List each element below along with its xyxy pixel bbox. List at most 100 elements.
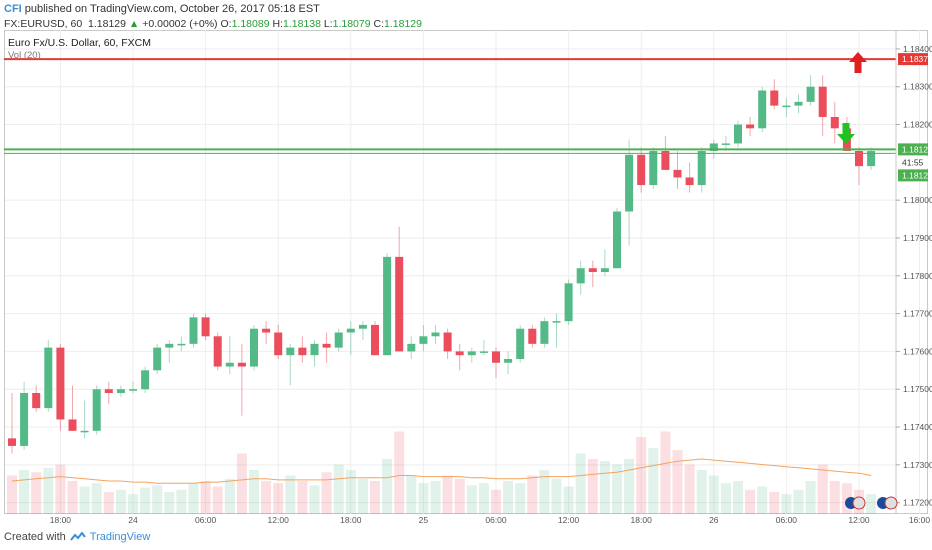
red-up-arrow-icon [849,52,867,73]
candle-body [129,389,137,391]
candle-body [479,351,488,353]
candle-body [407,343,416,352]
candle-body [770,90,779,106]
candle [734,120,742,148]
y-tick-label: 1.17900 [903,233,932,243]
support-price-tag: 1.18129 [902,144,932,154]
candle [298,336,307,363]
candle [419,324,428,352]
candle-body [371,324,379,356]
candle-body [116,389,125,393]
volume-bar [684,464,695,514]
candle-body [443,332,452,352]
volume-bar [708,475,719,514]
candle [455,343,464,371]
chart-grid [5,30,920,514]
candle-body [56,347,65,420]
x-tick-label: 18:00 [631,515,653,525]
volume-bar [7,475,17,514]
candle-body [298,347,307,356]
volume-bar [91,483,102,514]
volume-bar [176,489,187,514]
candle [116,385,125,397]
y-tick-label: 1.17300 [903,460,932,470]
candle-body [576,268,585,284]
volume-bar [527,475,538,514]
candle-body [274,332,283,356]
candle [44,340,53,412]
candle [237,343,246,416]
candle-body [588,268,597,272]
low-value: 1.18079 [332,18,371,30]
close-value: 1.18129 [384,18,422,30]
volume-bar [575,453,586,514]
chart-panel[interactable] [4,30,928,514]
volume-bar [370,481,380,514]
published-line: CFI published on TradingView.com, October… [4,3,320,15]
resistance-price-tag-bg [898,53,928,66]
x-tick-label: 18:00 [50,515,72,525]
volume-bar [478,483,489,514]
candle [528,324,537,348]
volume-bar [757,486,768,514]
candle [165,340,174,363]
y-tick-label: 1.17500 [903,384,932,394]
candle-body [794,101,803,106]
candle-body [201,317,210,337]
candle [613,207,621,269]
volume-bar [563,486,574,514]
lower-price-tag-bg [898,169,928,182]
x-tick-label: 26 [709,515,719,525]
y-tick-label: 1.17400 [903,422,932,432]
x-tick-label: 25 [419,515,429,525]
volume-bar [345,470,356,514]
candle-body [213,336,222,367]
green-down-arrow-icon [837,123,855,144]
candle-body [153,347,162,371]
candle-body [758,90,767,129]
volume-bar [249,470,259,514]
volume-bar [297,481,308,514]
candle [262,321,271,344]
candle-body [516,328,525,359]
last-price: 1.18129 [88,18,126,30]
volume-bar [454,478,465,514]
volume-bar [128,494,138,514]
x-tick-label: 06:00 [776,515,798,525]
candle-body [782,105,791,108]
candle-body [141,370,150,390]
candle-body [286,347,295,356]
tradingview-link[interactable]: TradingView [89,531,151,543]
candle-body [250,328,258,367]
volume-bar [224,478,235,514]
volume-bar [115,489,126,514]
candle-body [419,336,428,344]
candle [746,116,755,136]
volume-bar [382,459,393,514]
volume-bar [430,481,441,514]
volume-bar [866,494,877,514]
symbol-label: FX:EURUSD, 60 [4,18,83,30]
candle [334,328,343,352]
volume-bar [103,492,114,514]
author-logo[interactable]: CFI [4,3,22,15]
candle [213,332,222,371]
candle-body [8,438,16,446]
volume-bar [648,448,659,514]
volume-bar [273,483,284,514]
volume-bar [188,483,199,514]
volume-ma-line [11,458,872,484]
volume-bar [781,494,792,514]
volume-bars [7,431,877,514]
candle-body [625,154,634,212]
candle-body [177,343,186,346]
y-tick-label: 1.17600 [903,346,932,356]
candle-body [92,389,101,431]
y-tick-label: 1.17200 [903,498,932,508]
volume-bar [612,464,622,514]
volume-bar [817,464,828,514]
candle-body [44,347,53,409]
candle-body [20,393,29,446]
candle-body [830,116,839,129]
